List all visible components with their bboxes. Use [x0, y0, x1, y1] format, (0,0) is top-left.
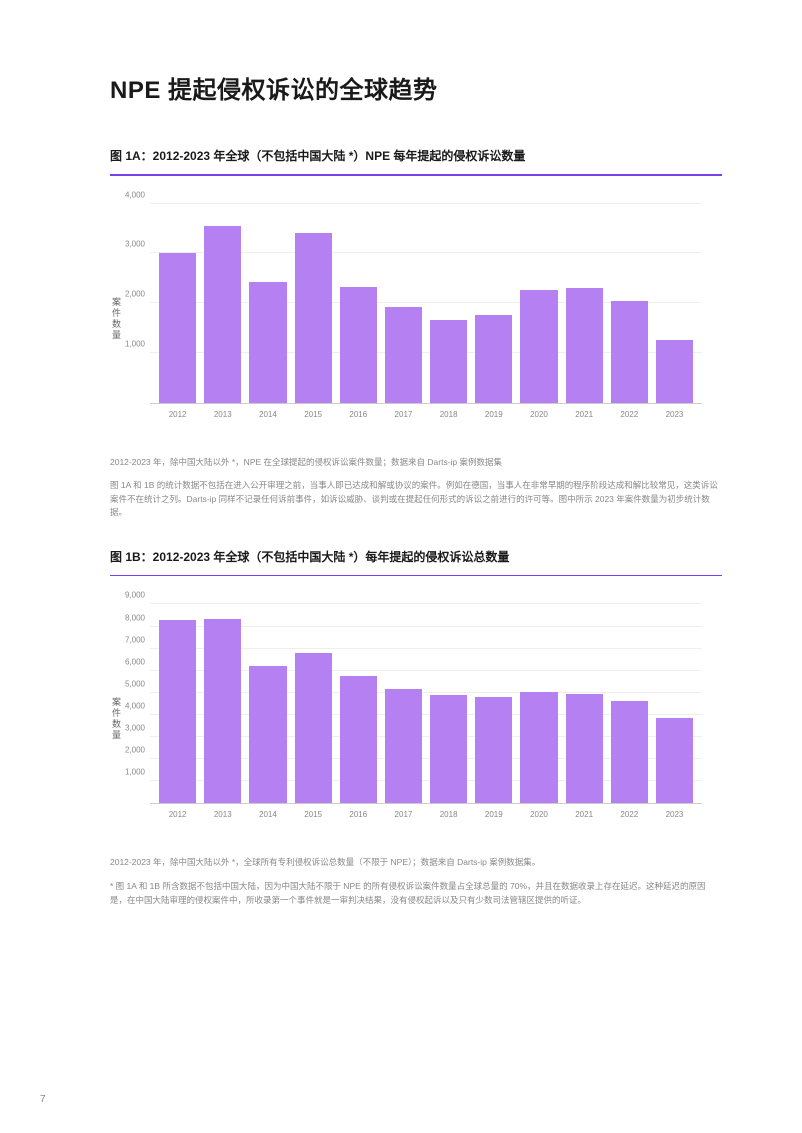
chart-b-caption-line1: 2012-2023 年，除中国大陆以外 *，全球所有专利侵权诉讼总数量（不限于 … [110, 856, 722, 870]
y-tick-label: 7,000 [115, 635, 145, 644]
chart-b-caption: 2012-2023 年，除中国大陆以外 *，全球所有专利侵权诉讼总数量（不限于 … [110, 856, 722, 907]
x-tick-label: 2022 [607, 410, 652, 419]
chart-a-area: 案件数量 1,0002,0003,0004,000 20122013201420… [150, 204, 702, 434]
bar [340, 287, 377, 402]
y-tick-label: 3,000 [115, 724, 145, 733]
x-tick-label: 2013 [200, 810, 245, 819]
x-tick-label: 2017 [381, 410, 426, 419]
bar [340, 676, 377, 803]
x-tick-label: 2020 [516, 810, 561, 819]
y-tick-label: 1,000 [115, 339, 145, 348]
chart-a-bars [150, 204, 702, 403]
bar [295, 653, 332, 803]
bar [159, 620, 196, 803]
bar [430, 695, 467, 803]
chart-a-underline [110, 174, 722, 176]
x-tick-label: 2012 [155, 410, 200, 419]
chart-b-xlabels: 2012201320142015201620172018201920202021… [150, 804, 702, 819]
x-tick-label: 2013 [200, 410, 245, 419]
x-tick-label: 2021 [562, 810, 607, 819]
x-tick-label: 2015 [291, 410, 336, 419]
chart-b-block: 图 1B：2012-2023 年全球（不包括中国大陆 *）每年提起的侵权诉讼总数… [110, 548, 722, 907]
x-tick-label: 2020 [516, 410, 561, 419]
bar [520, 692, 557, 803]
y-tick-label: 8,000 [115, 613, 145, 622]
x-tick-label: 2014 [245, 410, 290, 419]
bar [611, 701, 648, 804]
x-tick-label: 2021 [562, 410, 607, 419]
chart-a-block: 图 1A：2012-2023 年全球（不包括中国大陆 *）NPE 每年提起的侵权… [110, 147, 722, 520]
chart-b-footnote: * 图 1A 和 1B 所含数据不包括中国大陆，因为中国大陆不限于 NPE 的所… [110, 880, 722, 907]
bar [656, 340, 693, 403]
x-tick-label: 2015 [291, 810, 336, 819]
chart-b-area: 案件数量 1,0002,0003,0004,0005,0006,0007,000… [150, 604, 702, 834]
chart-b-title: 图 1B：2012-2023 年全球（不包括中国大陆 *）每年提起的侵权诉讼总数… [110, 548, 722, 565]
bar [159, 253, 196, 402]
x-tick-label: 2016 [336, 410, 381, 419]
x-tick-label: 2016 [336, 810, 381, 819]
bar [249, 282, 286, 402]
bar [566, 694, 603, 804]
bar [475, 315, 512, 403]
bar [204, 619, 241, 803]
bar [611, 301, 648, 403]
bar [385, 689, 422, 803]
bar [204, 226, 241, 403]
page-title: NPE 提起侵权诉讼的全球趋势 [110, 70, 722, 105]
chart-b-bars [150, 604, 702, 803]
chart-b-plot: 1,0002,0003,0004,0005,0006,0007,0008,000… [150, 604, 702, 804]
y-tick-label: 4,000 [115, 190, 145, 199]
bar [520, 290, 557, 402]
x-tick-label: 2018 [426, 810, 471, 819]
page-number: 7 [40, 1094, 46, 1105]
x-tick-label: 2019 [471, 410, 516, 419]
y-tick-label: 6,000 [115, 657, 145, 666]
chart-a-caption: 2012-2023 年，除中国大陆以外 *，NPE 在全球提起的侵权诉讼案件数量… [110, 456, 722, 520]
x-tick-label: 2014 [245, 810, 290, 819]
y-tick-label: 9,000 [115, 591, 145, 600]
chart-a-footnote: 图 1A 和 1B 的统计数据不包括在进入公开审理之前，当事人即已达成和解或协议… [110, 479, 722, 520]
y-tick-label: 4,000 [115, 701, 145, 710]
chart-a-xlabels: 2012201320142015201620172018201920202021… [150, 404, 702, 419]
x-tick-label: 2022 [607, 810, 652, 819]
bar [385, 307, 422, 403]
chart-a-title: 图 1A：2012-2023 年全球（不包括中国大陆 *）NPE 每年提起的侵权… [110, 147, 722, 164]
x-tick-label: 2012 [155, 810, 200, 819]
bar [566, 288, 603, 402]
x-tick-label: 2023 [652, 810, 697, 819]
y-tick-label: 2,000 [115, 290, 145, 299]
chart-a-caption-line1: 2012-2023 年，除中国大陆以外 *，NPE 在全球提起的侵权诉讼案件数量… [110, 456, 722, 470]
y-tick-label: 5,000 [115, 679, 145, 688]
x-tick-label: 2018 [426, 410, 471, 419]
chart-b-underline [110, 575, 722, 577]
bar [475, 697, 512, 803]
chart-a-plot: 1,0002,0003,0004,000 [150, 204, 702, 404]
y-tick-label: 1,000 [115, 768, 145, 777]
bar [249, 666, 286, 803]
x-tick-label: 2019 [471, 810, 516, 819]
bar [295, 233, 332, 402]
bar [656, 718, 693, 803]
y-tick-label: 3,000 [115, 240, 145, 249]
bar [430, 320, 467, 402]
chart-a-ylabel: 案件数量 [110, 297, 123, 341]
x-tick-label: 2017 [381, 810, 426, 819]
x-tick-label: 2023 [652, 410, 697, 419]
y-tick-label: 2,000 [115, 746, 145, 755]
